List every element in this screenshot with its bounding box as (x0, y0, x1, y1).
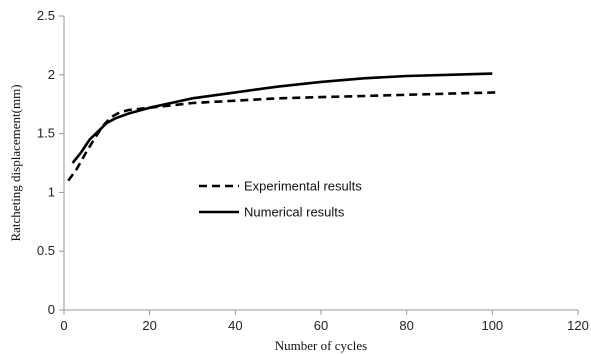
y-tick-label: 0.5 (37, 243, 55, 258)
x-tick-label: 40 (228, 318, 242, 333)
x-tick-label: 20 (142, 318, 156, 333)
ticks: 0 0.5 1 1.5 2 2.5 0 20 40 60 80 100 120 (37, 8, 589, 333)
x-tick-label: 120 (567, 318, 589, 333)
legend: Experimental results Numerical results (199, 179, 362, 220)
x-tick-label: 60 (314, 318, 328, 333)
y-tick-label: 1 (48, 184, 55, 199)
series-line-experimental (67, 91, 497, 182)
x-tick-label: 100 (481, 318, 503, 333)
legend-label: Experimental results (244, 179, 362, 194)
series-line-numerical (71, 72, 493, 164)
y-tick-label: 0 (48, 302, 55, 317)
y-tick-label: 1.5 (37, 126, 55, 141)
y-tick-label: 2 (48, 67, 55, 82)
series-layer (67, 72, 497, 182)
legend-label: Numerical results (244, 205, 345, 220)
y-tick-label: 2.5 (37, 8, 55, 23)
y-axis-title: Ratcheting displacement(mm) (8, 84, 23, 241)
x-tick-label: 80 (399, 318, 413, 333)
axes (63, 16, 578, 311)
x-axis-title: Number of cycles (275, 338, 367, 353)
x-tick-label: 0 (60, 318, 67, 333)
